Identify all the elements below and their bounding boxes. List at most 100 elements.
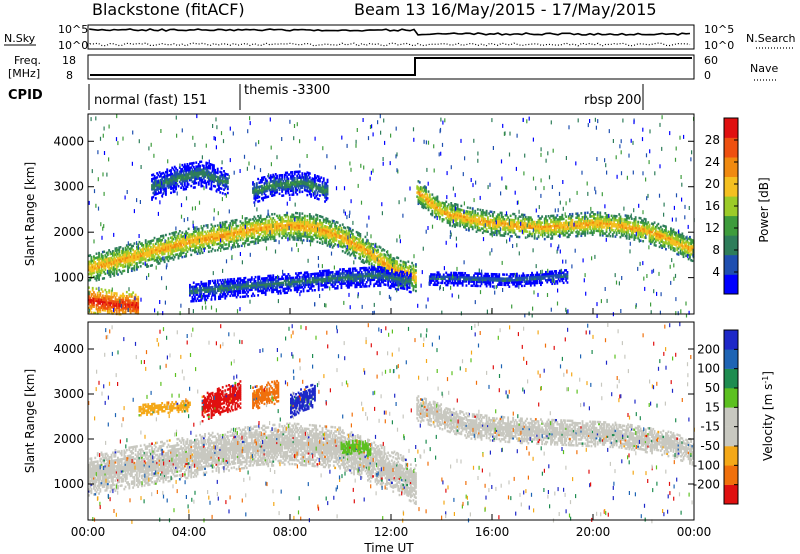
scatter-cell-band-0 bbox=[180, 244, 183, 247]
scatter-cell-band-0 bbox=[269, 237, 272, 241]
scatter-cell-band-0 bbox=[415, 275, 417, 278]
scatter-cell-band-0 bbox=[196, 246, 199, 249]
scatter-cell-band-0 bbox=[110, 266, 113, 270]
scatter-cell-band-0 bbox=[183, 232, 186, 236]
scatter-cell-band-2 bbox=[91, 301, 94, 304]
scatter-cell-band-0 bbox=[240, 228, 243, 231]
scatter-cell-band-0 bbox=[178, 252, 181, 255]
scatter-cell-band-1 bbox=[685, 240, 688, 243]
scatter-cell-band-0 bbox=[284, 213, 287, 217]
scatter-cell-band-0 bbox=[229, 222, 232, 225]
scatter-cell-band-1 bbox=[452, 208, 455, 212]
scatter-cell-band-1 bbox=[459, 208, 462, 211]
scatter-cell-band-1 bbox=[670, 227, 672, 230]
scatter-cell-band-0 bbox=[355, 243, 358, 246]
nsky-panel bbox=[87, 24, 695, 50]
scatter-cell-band-0 bbox=[247, 243, 249, 246]
scatter-cell-band-1 bbox=[480, 227, 483, 230]
scatter-cell-band-0 bbox=[160, 235, 162, 238]
scatter-cell-band-0 bbox=[288, 219, 291, 223]
scatter-cell-band-1 bbox=[519, 229, 522, 233]
scatter-cell-band-0 bbox=[101, 254, 104, 258]
scatter-cell-band-1 bbox=[614, 229, 617, 232]
scatter-cell-band-0 bbox=[104, 260, 107, 263]
scatter-cell-band-4 bbox=[267, 195, 270, 198]
scatter-cell-band-0 bbox=[218, 236, 220, 239]
scatter-cell-band-1 bbox=[628, 233, 631, 236]
scatter-cell-band-1 bbox=[531, 222, 533, 226]
scatter-cell-band-1 bbox=[682, 255, 685, 259]
scatter-cell-band-1 bbox=[683, 250, 686, 253]
scatter-cell-band-0 bbox=[224, 227, 227, 230]
scatter-cell-band-0 bbox=[123, 261, 126, 264]
scatter-cell-band-0 bbox=[354, 244, 357, 248]
scatter-cell-band-0 bbox=[118, 258, 121, 262]
scatter-cell-band-0 bbox=[214, 237, 217, 240]
scatter-cell-band-1 bbox=[534, 229, 537, 232]
scatter-cell-band-1 bbox=[445, 212, 448, 216]
scatter-cell-band-0 bbox=[286, 228, 289, 231]
scatter-cell-band-0 bbox=[355, 245, 358, 248]
scatter-cell-band-1 bbox=[690, 238, 693, 241]
scatter-cell-band-0 bbox=[290, 217, 292, 220]
scatter-cell-band-0 bbox=[263, 222, 266, 225]
scatter-cell-band-0 bbox=[338, 230, 340, 233]
scatter-cell-band-1 bbox=[418, 195, 421, 198]
scatter-cell-band-0 bbox=[101, 277, 104, 280]
scatter-cell-band-1 bbox=[648, 223, 651, 227]
scatter-cell-band-0 bbox=[214, 224, 217, 228]
scatter-cell-band-1 bbox=[522, 223, 525, 227]
scatter-cell-band-1 bbox=[503, 218, 506, 221]
scatter-cell-band-1 bbox=[512, 220, 515, 224]
scatter-cell-band-0 bbox=[324, 227, 326, 230]
scatter-cell-band-0 bbox=[237, 224, 239, 228]
scatter-cell-band-1 bbox=[570, 231, 573, 234]
scatter-cell-band-0 bbox=[283, 228, 286, 231]
scatter-cell-band-1 bbox=[625, 235, 628, 238]
scatter-cell-band-0 bbox=[283, 234, 286, 237]
scatter-cell-band-1 bbox=[615, 215, 618, 218]
scatter-cell-band-0 bbox=[221, 239, 224, 243]
scatter-cell-band-3 bbox=[197, 181, 200, 184]
scatter-cell-band-0 bbox=[305, 225, 307, 228]
scatter-cell-band-0 bbox=[308, 239, 311, 243]
scatter-cell-band-0 bbox=[284, 236, 287, 239]
scatter-cell-band-0 bbox=[201, 229, 204, 232]
scatter-cell-band-0 bbox=[363, 249, 366, 252]
scatter-cell-band-1 bbox=[517, 227, 520, 230]
scatter-cell-band-1 bbox=[672, 242, 675, 246]
scatter-cell-band-0 bbox=[177, 242, 180, 246]
scatter-cell-band-1 bbox=[584, 219, 587, 223]
scatter-cell-band-1 bbox=[596, 213, 599, 216]
scatter-cell-band-2 bbox=[91, 297, 94, 300]
scatter-cell-band-0 bbox=[124, 248, 127, 252]
scatter-cell-band-0 bbox=[205, 236, 208, 240]
scatter-cell-band-0 bbox=[254, 242, 257, 245]
scatter-cell-band-0 bbox=[341, 231, 344, 235]
scatter-cell-band-1 bbox=[521, 219, 523, 223]
scatter-cell-band-0 bbox=[300, 232, 302, 236]
scatter-cell-band-1 bbox=[421, 205, 424, 209]
scatter-cell-band-0 bbox=[167, 259, 170, 263]
scatter-cell-band-0 bbox=[249, 230, 252, 234]
scatter-cell-band-0 bbox=[398, 263, 401, 266]
scatter-cell-band-0 bbox=[282, 232, 285, 235]
scatter-cell-band-0 bbox=[104, 254, 107, 257]
scatter-cell-band-0 bbox=[195, 250, 198, 254]
scatter-cell-band-0 bbox=[364, 250, 367, 253]
scatter-cell-band-0 bbox=[367, 249, 369, 253]
scatter-cell-band-0 bbox=[88, 254, 90, 258]
scatter-cell-band-0 bbox=[412, 288, 415, 292]
scatter-cell-band-0 bbox=[334, 224, 337, 228]
scatter-cell-band-1 bbox=[572, 229, 575, 232]
scatter-cell-band-0 bbox=[345, 239, 348, 243]
scatter-cell-band-1 bbox=[590, 223, 593, 226]
scatter-cell-band-0 bbox=[157, 248, 160, 251]
scatter-cell-band-1 bbox=[678, 241, 681, 245]
scatter-cell-band-0 bbox=[266, 215, 268, 219]
scatter-cell-band-0 bbox=[308, 229, 311, 232]
scatter-cell-band-0 bbox=[369, 243, 372, 246]
scatter-cell-band-0 bbox=[308, 231, 311, 234]
scatter-cell-band-0 bbox=[218, 242, 220, 245]
scatter-cell-band-1 bbox=[509, 226, 512, 230]
